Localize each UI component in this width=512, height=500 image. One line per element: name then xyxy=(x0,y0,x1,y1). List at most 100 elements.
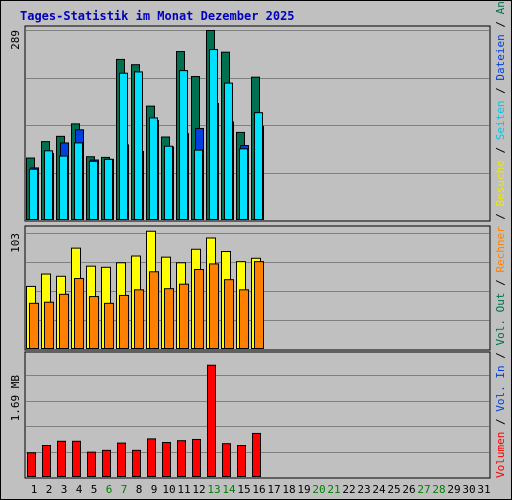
bar-rechner-day-2 xyxy=(44,301,54,350)
bar-volumen-day-11 xyxy=(177,440,186,478)
panel-visits: 103 xyxy=(9,225,491,351)
day-label-2: 2 xyxy=(46,483,53,496)
bar-seiten-day-9 xyxy=(149,117,158,220)
bar-seiten-day-6 xyxy=(104,158,113,220)
bar-volumen-day-15 xyxy=(237,445,246,478)
day-label-3: 3 xyxy=(61,483,68,496)
day-label-6: 6 xyxy=(106,483,113,496)
bar-rechner-day-10 xyxy=(164,288,174,350)
bar-volumen-day-16 xyxy=(252,432,261,477)
legend-item-anfragen: Anfragen xyxy=(494,0,507,14)
legend-separator: / xyxy=(494,412,507,432)
bar-volumen-day-6 xyxy=(102,449,111,478)
bar-seiten-day-10 xyxy=(164,145,173,220)
day-label-9: 9 xyxy=(151,483,158,496)
y-max-label: 1.69 MB xyxy=(9,375,22,422)
bar-seiten-day-14 xyxy=(224,82,233,220)
day-label-23: 23 xyxy=(357,483,370,496)
legend-item-dateien: Dateien xyxy=(494,34,507,80)
day-label-11: 11 xyxy=(177,483,190,496)
day-label-12: 12 xyxy=(192,483,205,496)
bar-seiten-day-4 xyxy=(74,142,83,221)
bar-volumen-day-12 xyxy=(192,438,201,477)
bar-volumen-day-8 xyxy=(132,449,141,478)
x-axis-day-labels: 1 2 3 4 5 6 7 8 9 10 11 12 13 14 15 16 17 18 19 20 21 22 23 24 2… xyxy=(31,483,491,496)
bar-seiten-day-8 xyxy=(134,71,143,220)
legend-separator: / xyxy=(494,140,507,160)
day-label-30: 30 xyxy=(462,483,475,496)
bar-rechner-day-6 xyxy=(104,302,114,350)
bar-volumen-day-14 xyxy=(222,443,231,477)
bar-rechner-day-16 xyxy=(254,261,264,349)
day-label-31: 31 xyxy=(477,483,490,496)
legend-separator: / xyxy=(494,346,507,366)
bar-rechner-day-12 xyxy=(194,269,204,350)
bar-seiten-day-12 xyxy=(194,149,203,220)
day-label-19: 19 xyxy=(297,483,310,496)
day-label-18: 18 xyxy=(282,483,295,496)
legend-item-volumen: Volumen xyxy=(494,432,507,478)
day-label-20: 20 xyxy=(312,483,325,496)
day-label-1: 1 xyxy=(31,483,38,496)
day-label-7: 7 xyxy=(121,483,128,496)
day-label-13: 13 xyxy=(207,483,220,496)
day-label-14: 14 xyxy=(222,483,236,496)
bar-rechner-day-11 xyxy=(179,283,189,350)
bar-volumen-day-3 xyxy=(57,440,66,478)
bar-seiten-day-11 xyxy=(179,70,188,220)
bar-volumen-day-5 xyxy=(87,451,96,477)
bar-seiten-day-15 xyxy=(239,148,248,220)
bar-rechner-day-7 xyxy=(119,294,129,349)
bar-rechner-day-1 xyxy=(29,302,39,350)
day-label-16: 16 xyxy=(252,483,265,496)
bar-seiten-day-3 xyxy=(59,155,68,221)
bar-rechner-day-14 xyxy=(224,279,234,349)
day-label-26: 26 xyxy=(402,483,415,496)
day-label-4: 4 xyxy=(76,483,83,496)
bar-rechner-day-8 xyxy=(134,289,144,349)
legend-item-vol-out: Vol. Out xyxy=(494,293,507,346)
bar-rechner-day-15 xyxy=(239,289,249,349)
day-label-28: 28 xyxy=(432,483,445,496)
bar-rechner-day-13 xyxy=(209,263,219,350)
legend-item-vol-in: Vol. In xyxy=(494,365,507,411)
chart-title: Tages-Statistik im Monat Dezember 2025 xyxy=(20,9,295,23)
day-label-22: 22 xyxy=(342,483,355,496)
panel-volume: 1.69 MB xyxy=(9,351,491,479)
bar-seiten-day-2 xyxy=(44,150,53,220)
bar-volumen-day-1 xyxy=(27,452,36,477)
legend-separator: / xyxy=(494,206,507,226)
bar-volumen-day-10 xyxy=(162,441,171,477)
day-label-15: 15 xyxy=(237,483,250,496)
day-label-8: 8 xyxy=(136,483,143,496)
day-label-10: 10 xyxy=(162,483,175,496)
bar-volumen-day-7 xyxy=(117,442,126,477)
bar-volumen-day-9 xyxy=(147,438,156,477)
bar-volumen-day-4 xyxy=(72,440,81,478)
day-label-17: 17 xyxy=(267,483,280,496)
day-label-5: 5 xyxy=(91,483,98,496)
bar-seiten-day-5 xyxy=(89,160,98,220)
legend-separator: / xyxy=(494,273,507,293)
day-label-24: 24 xyxy=(372,483,386,496)
bar-seiten-day-16 xyxy=(254,112,263,220)
legend-item-seiten: Seiten xyxy=(494,100,507,140)
bar-seiten-day-1 xyxy=(29,168,38,221)
bar-volumen-day-13 xyxy=(207,364,216,478)
day-label-21: 21 xyxy=(327,483,340,496)
legend-item-rechner: Rechner xyxy=(494,226,507,273)
legend-item-besuche: Besuche xyxy=(494,160,507,206)
legend-separator: / xyxy=(494,14,507,34)
bar-seiten-day-7 xyxy=(119,72,128,220)
y-max-label: 289 xyxy=(9,30,22,50)
bar-seiten-day-13 xyxy=(209,49,218,220)
chart-legend: Volumen / Vol. In / Vol. Out / Rechner /… xyxy=(494,0,507,478)
day-label-27: 27 xyxy=(417,483,430,496)
panel-requests: 289 xyxy=(9,25,491,222)
bar-rechner-day-4 xyxy=(74,278,84,350)
bar-rechner-day-5 xyxy=(89,296,99,349)
legend-separator: / xyxy=(494,81,507,101)
y-max-label: 103 xyxy=(9,233,22,253)
chart-panels: 289 103 1.69 MB xyxy=(9,25,491,479)
